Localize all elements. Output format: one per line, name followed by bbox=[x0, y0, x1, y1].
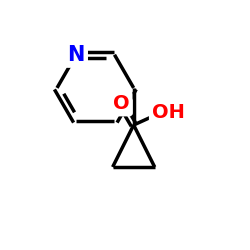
Text: N: N bbox=[68, 45, 85, 65]
Text: O: O bbox=[113, 94, 130, 114]
Text: OH: OH bbox=[152, 103, 185, 122]
